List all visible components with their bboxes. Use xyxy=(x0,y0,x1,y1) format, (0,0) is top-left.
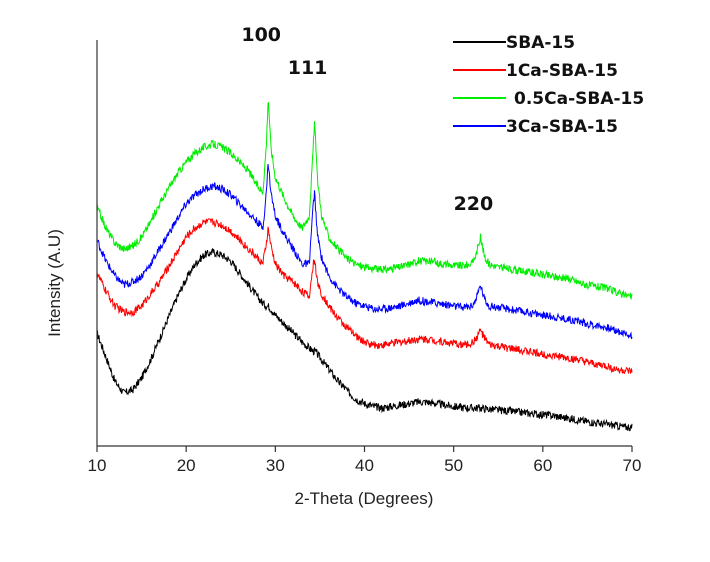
x-axis-title: 2-Theta (Degrees) xyxy=(295,489,434,508)
x-tick-label: 70 xyxy=(623,456,642,475)
series-line-3ca-sba-15 xyxy=(96,164,633,340)
peak-label: 220 xyxy=(454,193,494,215)
x-tick-label: 30 xyxy=(266,456,285,475)
series-line-1ca-sba-15 xyxy=(96,217,633,374)
series-line-0-5ca-sba-15 xyxy=(96,101,633,300)
x-tick-label: 20 xyxy=(177,456,196,475)
x-tick-label: 10 xyxy=(88,456,107,475)
peak-label: 111 xyxy=(288,57,328,79)
x-tick-label: 50 xyxy=(444,456,463,475)
peak-label: 100 xyxy=(241,24,281,46)
series-layer xyxy=(96,101,633,432)
legend-label: 3Ca-SBA-15 xyxy=(506,117,618,137)
legend-label: 0.5Ca-SBA-15 xyxy=(514,89,644,109)
series-line-sba-15 xyxy=(96,247,633,432)
peak-label-layer: 100 111 220 xyxy=(241,24,493,215)
y-axis-title: Intensity (A.U) xyxy=(45,229,64,337)
legend-label: SBA-15 xyxy=(506,33,575,53)
legend-label: 1Ca-SBA-15 xyxy=(506,61,618,81)
x-tick-label: 40 xyxy=(355,456,374,475)
x-tick-layer: 10 20 30 40 50 60 70 xyxy=(88,446,642,475)
legend: SBA-15 1Ca-SBA-15 0.5Ca-SBA-15 3Ca-SBA-15 xyxy=(453,33,644,137)
x-tick-label: 60 xyxy=(533,456,552,475)
